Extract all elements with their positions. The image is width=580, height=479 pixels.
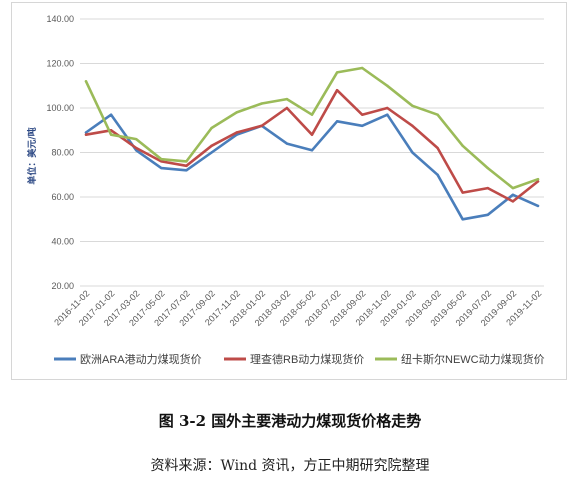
y-tick-label: 80.00 xyxy=(51,148,74,158)
data-point xyxy=(361,124,364,128)
y-tick-label: 60.00 xyxy=(51,192,74,202)
data-point xyxy=(511,193,515,196)
data-point xyxy=(486,213,489,216)
series-line-1 xyxy=(84,113,540,221)
data-point xyxy=(511,200,515,203)
data-point xyxy=(285,142,289,145)
data-point xyxy=(84,80,88,83)
y-tick-label: 140.00 xyxy=(46,14,74,24)
series-line-2 xyxy=(84,88,540,203)
data-point xyxy=(461,144,464,148)
x-axis-ticks: 2016-11-022017-01-022017-03-022017-05-02… xyxy=(52,288,543,328)
chart-container: 20.00 40.00 60.00 80.00 100.00 120.00 140.00 单… xyxy=(11,2,567,380)
legend: 欧洲ARA港动力煤现货价 理查德RB动力煤现货价 纽卡斯尔NEWC动力煤现货价 xyxy=(54,352,545,366)
data-point xyxy=(84,133,88,136)
data-point xyxy=(210,126,213,130)
series-lines xyxy=(84,66,540,221)
data-point xyxy=(285,106,289,110)
data-point xyxy=(411,124,414,128)
data-point xyxy=(260,124,263,128)
y-axis-label: 单位：美元/吨 xyxy=(26,127,38,184)
data-point xyxy=(436,173,439,176)
data-point xyxy=(536,204,540,208)
data-point xyxy=(160,160,163,163)
figure-caption: 图 3-2 国外主要港动力煤现货价格走势 xyxy=(158,412,422,430)
series-line-3 xyxy=(84,66,540,190)
data-point xyxy=(135,137,138,141)
data-point xyxy=(135,146,138,150)
data-point xyxy=(461,191,464,194)
data-point xyxy=(310,149,314,152)
data-point xyxy=(335,120,339,123)
data-point xyxy=(461,218,464,221)
data-point xyxy=(160,166,163,170)
y-axis-ticks: 20.00 40.00 60.00 80.00 100.00 120.00 140.00 xyxy=(46,14,74,291)
data-point xyxy=(109,113,113,116)
data-point xyxy=(361,66,364,70)
data-point xyxy=(310,133,314,136)
y-tick-label: 40.00 xyxy=(51,237,74,247)
data-point xyxy=(235,131,238,134)
data-point xyxy=(210,151,213,154)
data-point xyxy=(436,146,439,150)
data-point xyxy=(335,71,339,74)
data-point xyxy=(536,180,540,183)
line-chart: 20.00 40.00 60.00 80.00 100.00 120.00 140.00 单… xyxy=(26,14,545,366)
data-point xyxy=(361,113,364,116)
y-tick-label: 20.00 xyxy=(51,281,74,291)
data-point xyxy=(486,186,489,190)
data-point xyxy=(411,104,414,107)
legend-label: 欧洲ARA港动力煤现货价 xyxy=(80,352,202,366)
data-point xyxy=(436,113,439,116)
data-point xyxy=(386,84,389,87)
data-point xyxy=(536,178,540,181)
data-point xyxy=(310,113,314,116)
legend-label: 纽卡斯尔NEWC动力煤现货价 xyxy=(401,352,545,366)
data-point xyxy=(511,186,515,190)
data-point xyxy=(386,106,389,110)
data-point xyxy=(185,164,188,168)
data-point xyxy=(386,113,389,116)
data-point xyxy=(160,157,163,161)
data-point xyxy=(109,133,113,136)
data-point xyxy=(185,160,188,163)
data-point xyxy=(84,131,88,134)
data-point xyxy=(235,111,238,114)
figure-source: 资料来源：Wind 资讯，方正中期研究院整理 xyxy=(150,458,430,474)
y-tick-label: 120.00 xyxy=(46,59,74,69)
data-point xyxy=(260,102,263,105)
data-point xyxy=(486,166,489,170)
data-point xyxy=(335,89,339,92)
legend-label: 理查德RB动力煤现货价 xyxy=(250,352,364,366)
data-point xyxy=(210,144,213,148)
data-point xyxy=(411,151,414,154)
y-tick-label: 100.00 xyxy=(46,103,74,113)
data-point xyxy=(285,97,289,101)
data-point xyxy=(185,169,188,172)
gridlines xyxy=(80,18,544,287)
